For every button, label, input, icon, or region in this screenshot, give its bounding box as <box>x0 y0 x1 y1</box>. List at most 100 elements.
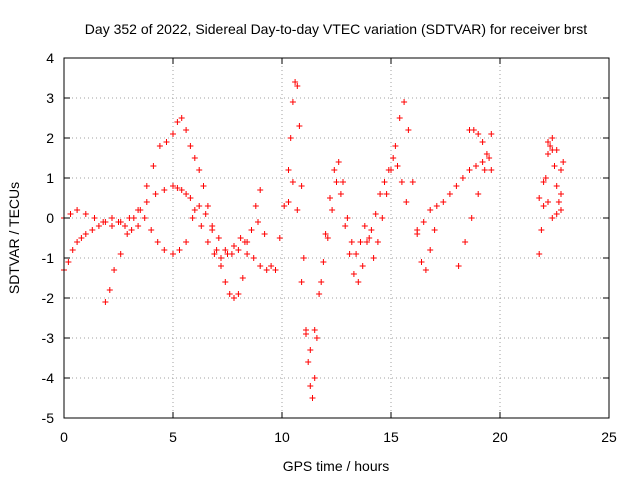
data-point <box>549 135 556 141</box>
data-point <box>109 223 115 229</box>
data-point <box>488 131 495 137</box>
data-point <box>289 99 296 105</box>
data-point <box>122 223 128 229</box>
data-point <box>488 167 495 173</box>
data-point <box>161 247 168 253</box>
data-point <box>204 239 211 245</box>
data-point <box>130 215 137 221</box>
data-point <box>200 183 207 189</box>
data-point <box>74 239 81 245</box>
data-point <box>420 219 427 225</box>
y-tick-label: 2 <box>46 130 54 146</box>
data-point <box>361 223 368 229</box>
data-point <box>289 179 296 185</box>
data-point <box>124 231 131 237</box>
x-tick-label: 5 <box>169 429 177 445</box>
data-point <box>287 135 294 141</box>
data-point <box>459 175 466 181</box>
data-point <box>102 219 109 225</box>
data-point <box>545 199 551 205</box>
data-point <box>346 251 353 257</box>
data-point <box>78 235 85 241</box>
data-point <box>135 223 142 229</box>
data-point <box>143 183 150 189</box>
data-point <box>333 179 340 185</box>
data-point <box>215 235 222 241</box>
data-point <box>235 291 242 297</box>
data-point <box>486 155 493 161</box>
data-point <box>148 227 155 233</box>
data-point <box>300 255 307 261</box>
x-tick-label: 20 <box>492 429 508 445</box>
data-point <box>536 251 543 257</box>
data-point <box>433 203 440 209</box>
data-point <box>340 179 346 185</box>
data-point <box>183 239 190 245</box>
data-point <box>202 211 209 217</box>
data-point <box>372 211 379 217</box>
data-point <box>303 331 309 337</box>
data-point <box>547 143 554 149</box>
data-point <box>250 255 257 261</box>
data-point <box>545 139 551 145</box>
x-axis-label: GPS time / hours <box>283 458 390 474</box>
data-point <box>311 327 318 333</box>
data-point <box>364 239 370 245</box>
data-point <box>163 139 170 145</box>
data-point <box>91 215 98 221</box>
x-tick-label: 0 <box>60 429 68 445</box>
data-point <box>228 251 235 257</box>
data-point <box>355 279 362 285</box>
data-point <box>536 195 543 201</box>
data-point <box>95 223 102 229</box>
data-point <box>239 275 246 281</box>
data-point <box>178 115 185 121</box>
data-point <box>231 295 237 301</box>
data-point <box>176 247 183 253</box>
data-point <box>196 203 203 209</box>
data-point <box>65 259 72 265</box>
data-point <box>263 267 270 273</box>
data-point <box>427 247 434 253</box>
data-point <box>379 215 386 221</box>
data-point <box>473 163 479 169</box>
data-point <box>154 239 161 245</box>
y-tick-label: -2 <box>42 290 55 306</box>
data-point <box>137 207 144 213</box>
data-point <box>431 227 438 233</box>
data-point <box>183 191 190 197</box>
data-point <box>359 263 366 269</box>
data-point <box>309 395 316 401</box>
data-point <box>405 127 412 133</box>
y-axis-label: SDTVAR / TECUs <box>6 182 22 294</box>
data-point <box>329 207 336 213</box>
data-point <box>128 227 135 233</box>
data-point <box>322 231 329 237</box>
data-point <box>174 185 181 191</box>
data-point <box>366 235 373 241</box>
data-point <box>409 179 416 185</box>
data-point <box>545 151 551 157</box>
data-point <box>298 183 305 189</box>
data-point <box>555 199 562 205</box>
data-point <box>401 99 408 105</box>
y-tick-label: 1 <box>46 170 54 186</box>
data-point <box>285 167 292 173</box>
data-point <box>418 259 425 265</box>
data-point <box>313 335 320 341</box>
data-point <box>468 215 475 221</box>
data-point <box>479 159 486 165</box>
data-point <box>226 291 233 297</box>
data-point <box>222 279 229 285</box>
x-tick-label: 15 <box>383 429 399 445</box>
data-series <box>61 79 567 401</box>
data-point <box>553 211 560 217</box>
data-point <box>241 239 248 245</box>
data-point <box>427 207 434 213</box>
data-point <box>296 123 303 129</box>
data-point <box>549 215 556 221</box>
data-point <box>377 191 384 197</box>
data-point <box>422 267 429 273</box>
data-point <box>479 139 486 145</box>
data-point <box>235 247 242 253</box>
